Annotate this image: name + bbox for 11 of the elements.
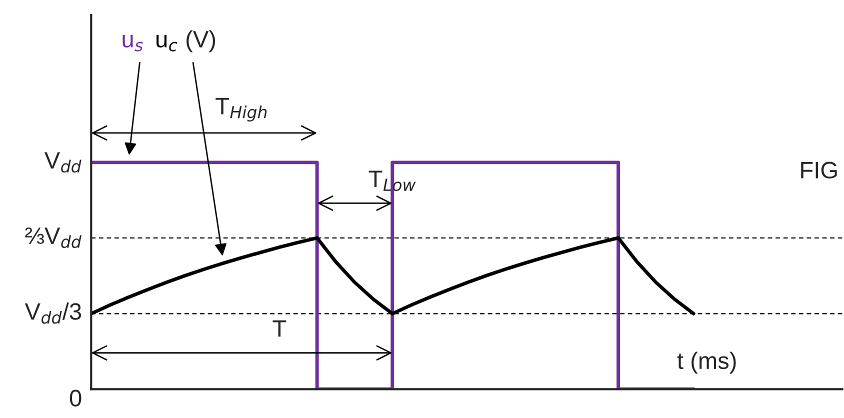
x-axis-title: t (ms) <box>677 352 736 374</box>
text: V$_{dd}$ <box>44 152 82 173</box>
text: u$_{c}$ <box>156 34 178 52</box>
annotation: T <box>272 320 286 337</box>
text: ⅔V$_{dd}$ <box>25 228 82 248</box>
text: 0 <box>70 390 82 406</box>
text: u$_{s}$ <box>122 34 143 52</box>
text: T$_{High}$ <box>216 98 267 122</box>
y-axis-title: (V) <box>186 30 216 52</box>
text: V$_{dd}$/3 <box>24 302 82 324</box>
annotation: FIG <box>801 162 837 179</box>
